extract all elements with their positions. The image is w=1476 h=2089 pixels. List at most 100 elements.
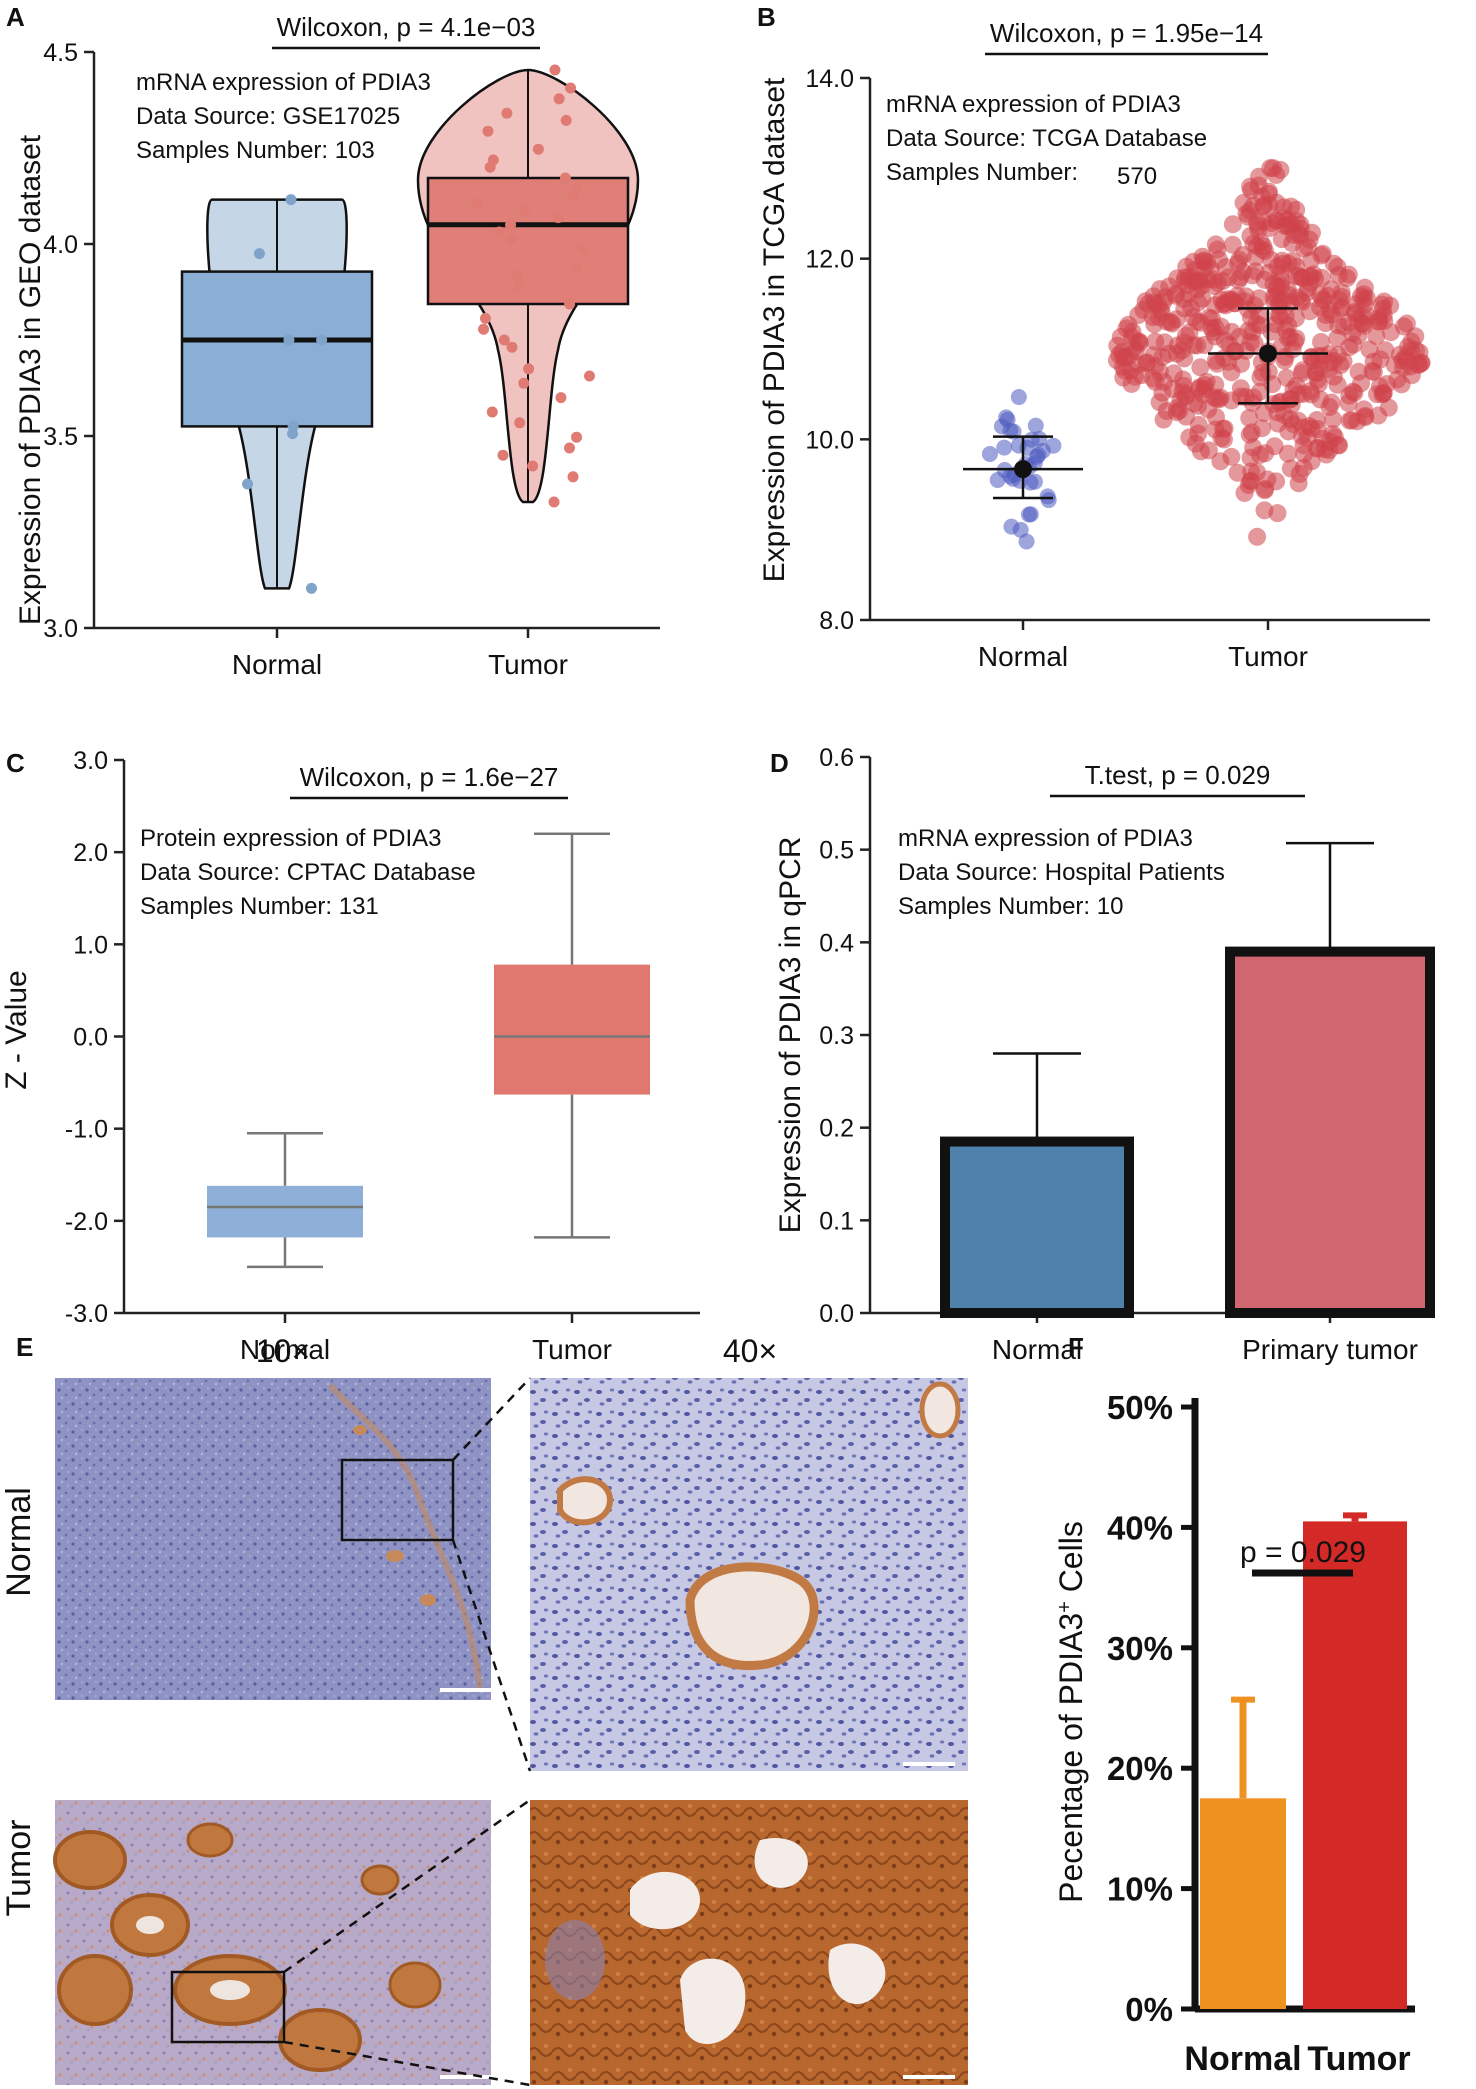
data-point: [1287, 200, 1306, 219]
mag-label-10x: 10×: [256, 1333, 310, 1369]
data-point: [283, 334, 295, 346]
y-tick-label: 10.0: [805, 426, 854, 454]
data-point: [1010, 389, 1027, 406]
data-point: [505, 219, 517, 231]
data-point: [1254, 197, 1273, 216]
y-tick-label: 4.0: [43, 231, 78, 259]
data-point: [506, 341, 518, 353]
mean-marker-normal: [1014, 460, 1032, 479]
box-tumor: [494, 964, 650, 1095]
data-point: [1302, 452, 1321, 471]
data-point: [1297, 283, 1316, 302]
micrograph-normal-10x: [55, 1378, 492, 1700]
data-point: [479, 312, 491, 324]
data-point: [1239, 300, 1258, 319]
data-point: [571, 431, 583, 443]
y-tick-label: 3.0: [73, 747, 108, 775]
data-point: [1355, 316, 1374, 335]
y-tick-label: -2.0: [65, 1208, 108, 1236]
data-point: [1229, 271, 1248, 290]
panel-d: D 0.0 0.1 0.2 0.3 0.4 0.5 0.6 Normal Primary tumo…: [770, 744, 1435, 1365]
data-point: [316, 334, 328, 346]
y-tick-label: 0.6: [819, 744, 854, 772]
x-category-label: Tumor: [1228, 641, 1308, 672]
panel-label-c: C: [6, 748, 25, 778]
y-axis-label: Z - Value: [0, 970, 33, 1090]
data-point: [1208, 240, 1227, 259]
data-point: [1370, 377, 1389, 396]
data-point: [285, 194, 297, 206]
info-text: mRNA expression of PDIA3: [136, 69, 431, 96]
data-point: [1271, 265, 1290, 284]
data-point: [1248, 527, 1267, 546]
data-point: [1003, 518, 1020, 535]
data-point: [512, 269, 524, 281]
data-point: [549, 64, 561, 76]
panel-label-e: E: [16, 1332, 33, 1362]
y-tick-label: 0.1: [819, 1207, 854, 1235]
data-point: [1311, 285, 1330, 304]
data-point: [1189, 415, 1208, 434]
data-point: [1216, 258, 1235, 277]
data-point: [1263, 375, 1282, 394]
data-point: [1392, 375, 1411, 394]
data-point: [1248, 216, 1267, 235]
data-point: [1236, 341, 1255, 360]
data-point: [1276, 320, 1295, 339]
data-point: [486, 406, 498, 418]
data-point: [1267, 472, 1286, 491]
y-axis-label: Expression of PDIA3 in qPCR: [774, 837, 807, 1234]
x-category-label: Normal: [978, 641, 1068, 672]
data-point: [514, 417, 526, 429]
data-point: [553, 93, 565, 105]
data-point: [1240, 409, 1259, 428]
data-point: [1399, 337, 1418, 356]
x-category-label: Normal: [992, 1334, 1082, 1365]
zoom-box-normal: [340, 1458, 455, 1542]
data-point: [1241, 472, 1260, 491]
data-point: [1180, 428, 1199, 447]
info-text-samples-value: 570: [1117, 163, 1157, 190]
data-point: [505, 233, 517, 245]
y-tick-label: -3.0: [65, 1300, 108, 1328]
data-point: [1222, 447, 1241, 466]
data-point: [567, 471, 579, 483]
y-tick-label: 10%: [1107, 1871, 1173, 1908]
data-point: [1300, 417, 1319, 436]
data-point: [555, 392, 567, 404]
data-point: [1320, 345, 1339, 364]
y-tick-label: 14.0: [805, 65, 854, 93]
connector-tumor-bottom: [283, 2040, 531, 2087]
data-point: [1039, 488, 1056, 505]
data-point: [1289, 474, 1308, 493]
x-category-label: Primary tumor: [1242, 1334, 1418, 1365]
data-point: [1323, 410, 1342, 429]
data-point: [1381, 296, 1400, 315]
data-point: [583, 370, 595, 382]
data-point: [1137, 354, 1156, 373]
data-point: [305, 582, 317, 594]
data-point: [1168, 344, 1187, 363]
data-point: [287, 428, 299, 440]
data-point: [1240, 425, 1259, 444]
micrograph-tumor-40x: [530, 1800, 968, 2085]
data-point: [1027, 417, 1044, 434]
panel-b: B 8.0 10.0 12.0 14.0 Normal Tumor Expression of…: [757, 2, 1431, 672]
data-point: [1184, 308, 1203, 327]
mag-label-40x: 40×: [723, 1333, 777, 1369]
data-point: [1030, 446, 1047, 463]
y-tick-label: 0.3: [819, 1022, 854, 1050]
micrograph-tumor-10x: [53, 1800, 492, 2085]
data-point: [1322, 305, 1341, 324]
p-value-label: Wilcoxon, p = 4.1e−03: [277, 12, 536, 42]
box-normal: [207, 1185, 363, 1238]
y-tick-label: 0.4: [819, 929, 854, 957]
data-point: [989, 472, 1006, 489]
data-point: [996, 439, 1013, 456]
data-point: [1302, 348, 1321, 367]
data-point: [563, 442, 575, 454]
info-text: Data Source: Hospital Patients: [898, 859, 1225, 886]
data-point: [1313, 429, 1332, 448]
data-point: [564, 298, 576, 310]
